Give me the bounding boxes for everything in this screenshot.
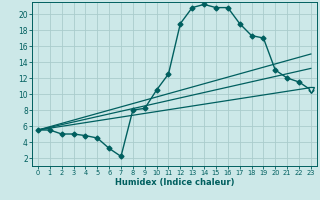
X-axis label: Humidex (Indice chaleur): Humidex (Indice chaleur) <box>115 178 234 187</box>
